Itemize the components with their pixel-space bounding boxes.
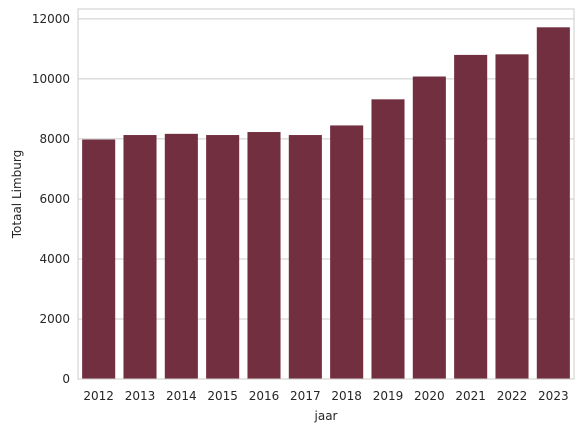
- bar-2017: [288, 135, 322, 379]
- y-tick-label: 12000: [32, 12, 70, 26]
- x-tick-label: 2021: [455, 389, 486, 403]
- bar-2021: [454, 54, 488, 379]
- bars: [82, 27, 570, 380]
- x-tick-label: 2014: [166, 389, 197, 403]
- bar-2019: [371, 99, 405, 380]
- bar-2013: [123, 135, 157, 379]
- y-tick-label: 10000: [32, 72, 70, 86]
- bar-2018: [330, 125, 364, 380]
- x-tick-label: 2022: [497, 389, 528, 403]
- x-tick-label: 2012: [83, 389, 114, 403]
- x-tick-label: 2019: [373, 389, 404, 403]
- y-tick-label: 6000: [39, 192, 70, 206]
- bar-2020: [412, 76, 446, 379]
- x-tick-label: 2020: [414, 389, 445, 403]
- x-tick-label: 2023: [538, 389, 569, 403]
- bar-2016: [247, 132, 281, 379]
- y-tick-label: 2000: [39, 312, 70, 326]
- bar-2023: [536, 27, 570, 380]
- plot-frame: [77, 8, 575, 380]
- x-tick-label: 2018: [331, 389, 362, 403]
- x-tick-label: 2013: [125, 389, 156, 403]
- y-tick-labels: 0 2000 4000 6000 8000 10000 12000: [32, 12, 70, 386]
- x-tick-label: 2015: [207, 389, 238, 403]
- x-tick-label: 2016: [249, 389, 280, 403]
- y-tick-label: 0: [62, 372, 70, 386]
- y-axis-label: Totaal Limburg: [10, 150, 24, 239]
- x-axis-label: jaar: [314, 409, 338, 423]
- y-tick-label: 8000: [39, 132, 70, 146]
- gridlines: [78, 18, 574, 380]
- y-tick-label: 4000: [39, 252, 70, 266]
- bar-2022: [495, 54, 529, 379]
- x-tick-label: 2017: [290, 389, 321, 403]
- bar-2014: [164, 133, 198, 379]
- x-tick-labels: 2012 2013 2014 2015 2016 2017 2018 2019 2020 2021…: [83, 389, 568, 403]
- bar-2015: [206, 135, 240, 379]
- bar-2012: [82, 139, 116, 379]
